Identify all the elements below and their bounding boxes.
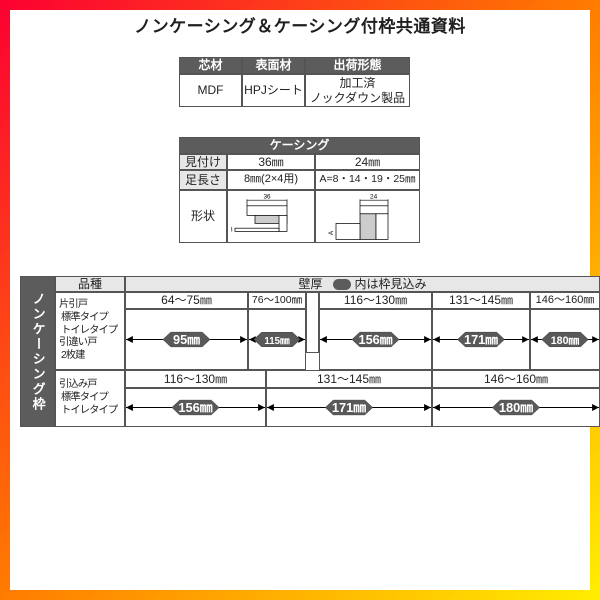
- svg-text:36: 36: [263, 193, 271, 200]
- svg-text:24: 24: [370, 193, 378, 200]
- svg-text:8: 8: [231, 226, 233, 233]
- svg-text:156㎜: 156㎜: [178, 400, 212, 415]
- svg-text:180㎜: 180㎜: [499, 400, 533, 415]
- svg-text:115㎜: 115㎜: [264, 336, 290, 347]
- svg-text:180㎜: 180㎜: [551, 335, 580, 347]
- svg-text:95㎜: 95㎜: [173, 332, 200, 347]
- svg-text:171㎜: 171㎜: [332, 400, 366, 415]
- svg-text:171㎜: 171㎜: [464, 332, 498, 347]
- svg-text:156㎜: 156㎜: [358, 332, 392, 347]
- svg-text:A: A: [328, 230, 335, 235]
